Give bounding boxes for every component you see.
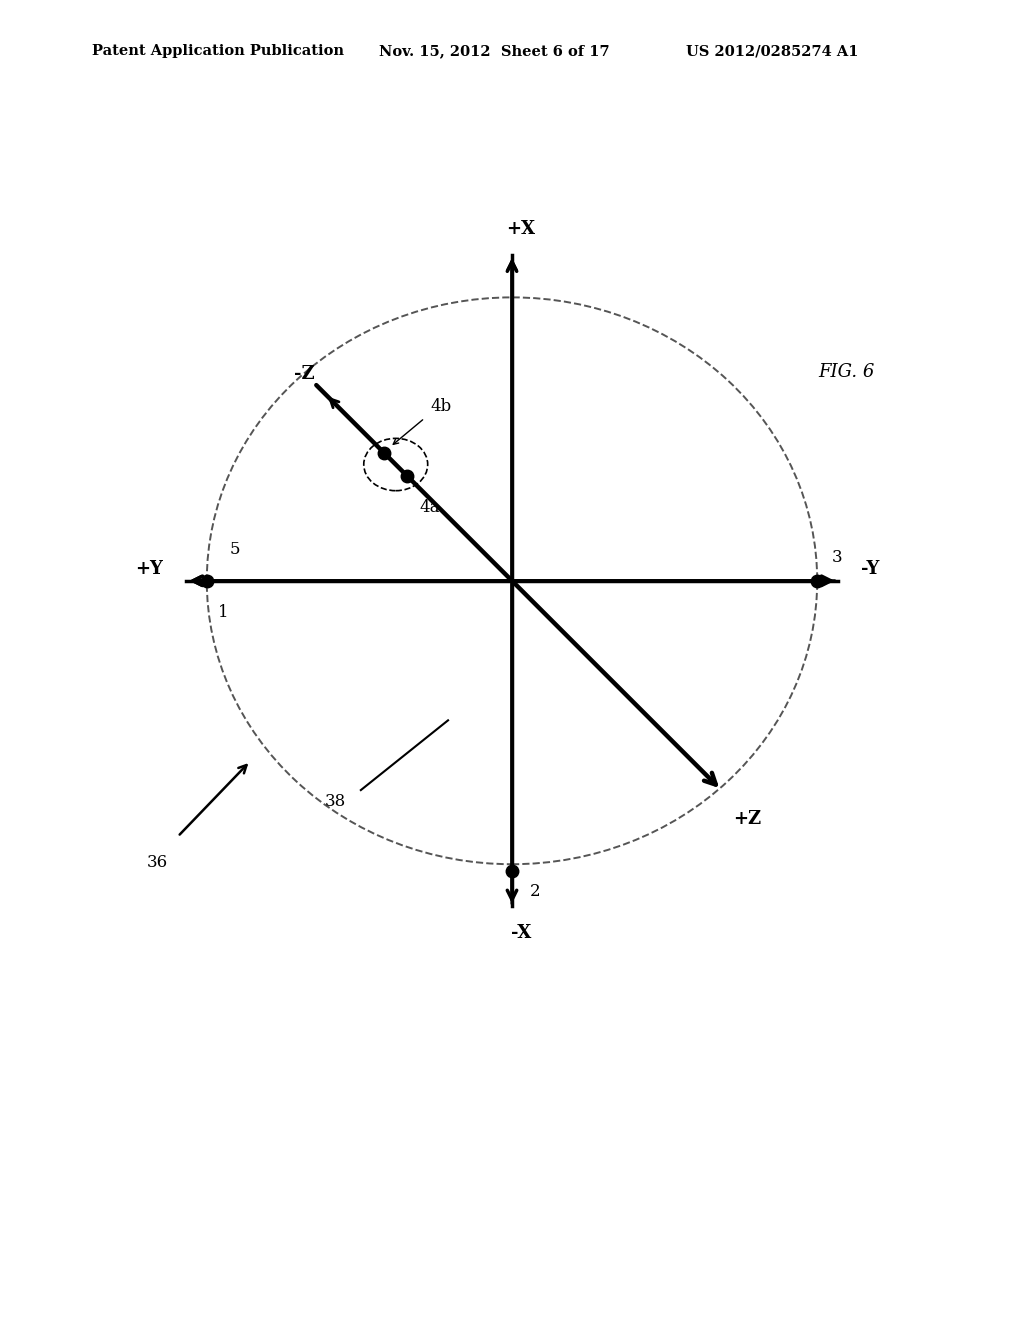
Text: 4b: 4b [431, 399, 452, 414]
Text: 38: 38 [325, 793, 346, 810]
Text: -X: -X [511, 924, 530, 941]
Text: Nov. 15, 2012  Sheet 6 of 17: Nov. 15, 2012 Sheet 6 of 17 [379, 45, 609, 58]
Text: FIG. 6: FIG. 6 [818, 363, 874, 380]
Text: 1: 1 [218, 605, 229, 620]
Text: 36: 36 [146, 854, 168, 871]
Text: 4a: 4a [419, 499, 439, 516]
Text: +Z: +Z [733, 810, 761, 829]
Text: 5: 5 [230, 541, 241, 557]
Text: +X: +X [506, 220, 536, 238]
Text: Patent Application Publication: Patent Application Publication [92, 45, 344, 58]
Text: US 2012/0285274 A1: US 2012/0285274 A1 [686, 45, 858, 58]
Text: -Y: -Y [861, 560, 880, 578]
Text: +Y: +Y [135, 560, 163, 578]
Text: 3: 3 [831, 549, 843, 566]
Text: -Z: -Z [294, 366, 314, 383]
Text: 2: 2 [529, 883, 540, 900]
